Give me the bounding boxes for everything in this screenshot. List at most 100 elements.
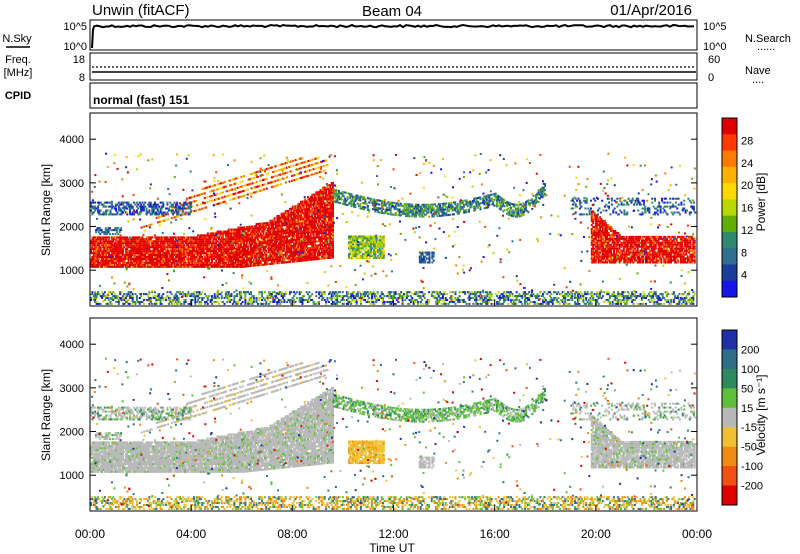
echo-cell [184,203,187,206]
echo-cell [327,227,330,230]
echo-cell [326,227,329,230]
echo-cell [103,231,106,234]
echo-cell [309,250,312,253]
echo-cell [184,265,187,268]
echo-cell [309,205,312,208]
echo-cell [327,184,330,187]
echo-cell [385,206,388,209]
echo-cell [301,208,304,211]
echo-cell [162,244,165,247]
echo-cell [300,251,302,254]
echo-cell [192,236,195,239]
echo-cell [270,233,273,236]
echo-cell [353,201,355,204]
echo-cell [199,258,202,260]
echo-cell [446,206,449,209]
echo-cell [490,193,493,196]
echo-cell [162,205,165,208]
echo-cell [312,244,315,247]
echo-cell [222,230,225,233]
echo-cell [293,236,296,239]
echo-cell [163,261,166,264]
echo-cell [314,197,316,200]
echo-cell [302,202,305,205]
echo-cell [97,261,99,264]
echo-cell [215,238,218,241]
echo-cell [218,248,220,251]
echo-cell [304,245,307,248]
echo-cell [112,254,115,256]
echo-cell [255,185,258,188]
echo-cell [112,205,115,208]
echo-cell [279,168,282,171]
echo-cell [357,247,360,250]
echo-cell [514,209,517,212]
echo-cell [128,205,131,208]
echo-cell [294,219,297,222]
echo-cell [293,258,296,261]
echo-cell [327,251,330,253]
echo-cell [287,227,290,230]
echo-cell [350,243,353,246]
echo-cell [229,261,232,264]
echo-cell [145,252,148,255]
echo-cell [293,215,296,218]
echo-cell [231,238,234,241]
echo-cell [141,261,144,264]
echo-cell [149,259,152,262]
echo-cell [105,213,108,216]
echo-cell [180,236,183,239]
echo-cell [124,248,127,251]
echo-cell [304,214,307,217]
echo-cell [215,254,218,256]
echo-cell [305,225,308,228]
echo-cell [122,263,124,266]
echo-cell [187,213,190,216]
echo-cell [275,234,277,237]
echo-cell [266,241,269,244]
echo-cell [162,213,165,216]
echo-cell [237,232,240,235]
echo-cell [154,265,156,268]
echo-cell [238,228,241,231]
echo-cell [262,248,265,250]
echo-cell [294,228,297,231]
echo-cell [177,252,180,255]
echo-cell [297,260,300,263]
echo-cell [312,199,315,202]
echo-cell [238,246,241,249]
echo-cell [266,251,269,254]
echo-cell [247,247,250,250]
echo-cell [196,194,199,197]
echo-cell [309,249,312,251]
echo-cell [307,233,309,236]
echo-cell [205,246,208,249]
echo-cell [206,246,209,249]
echo-cell [316,201,319,204]
echo-cell [293,238,296,241]
echo-cell [151,254,154,256]
echo-cell [363,206,366,209]
echo-cell [301,206,304,209]
echo-cell [131,259,134,262]
echo-cell [165,258,168,260]
echo-cell [315,246,318,249]
echo-cell [319,212,322,215]
echo-cell [194,258,197,260]
echo-cell [383,204,386,207]
echo-cell [172,240,175,243]
echo-cell [351,199,354,202]
echo-cell [277,174,280,177]
echo-cell [223,242,226,245]
echo-cell [439,214,441,217]
echo-cell [332,192,335,195]
echo-cell [204,240,207,243]
echo-cell [151,211,154,214]
freq-frame [89,52,698,81]
echo-cell [269,263,272,265]
echo-cell [205,234,208,237]
cpid-frame [89,82,698,109]
echo-cell [137,252,140,255]
echo-cell [352,247,355,250]
echo-cell [97,236,99,239]
